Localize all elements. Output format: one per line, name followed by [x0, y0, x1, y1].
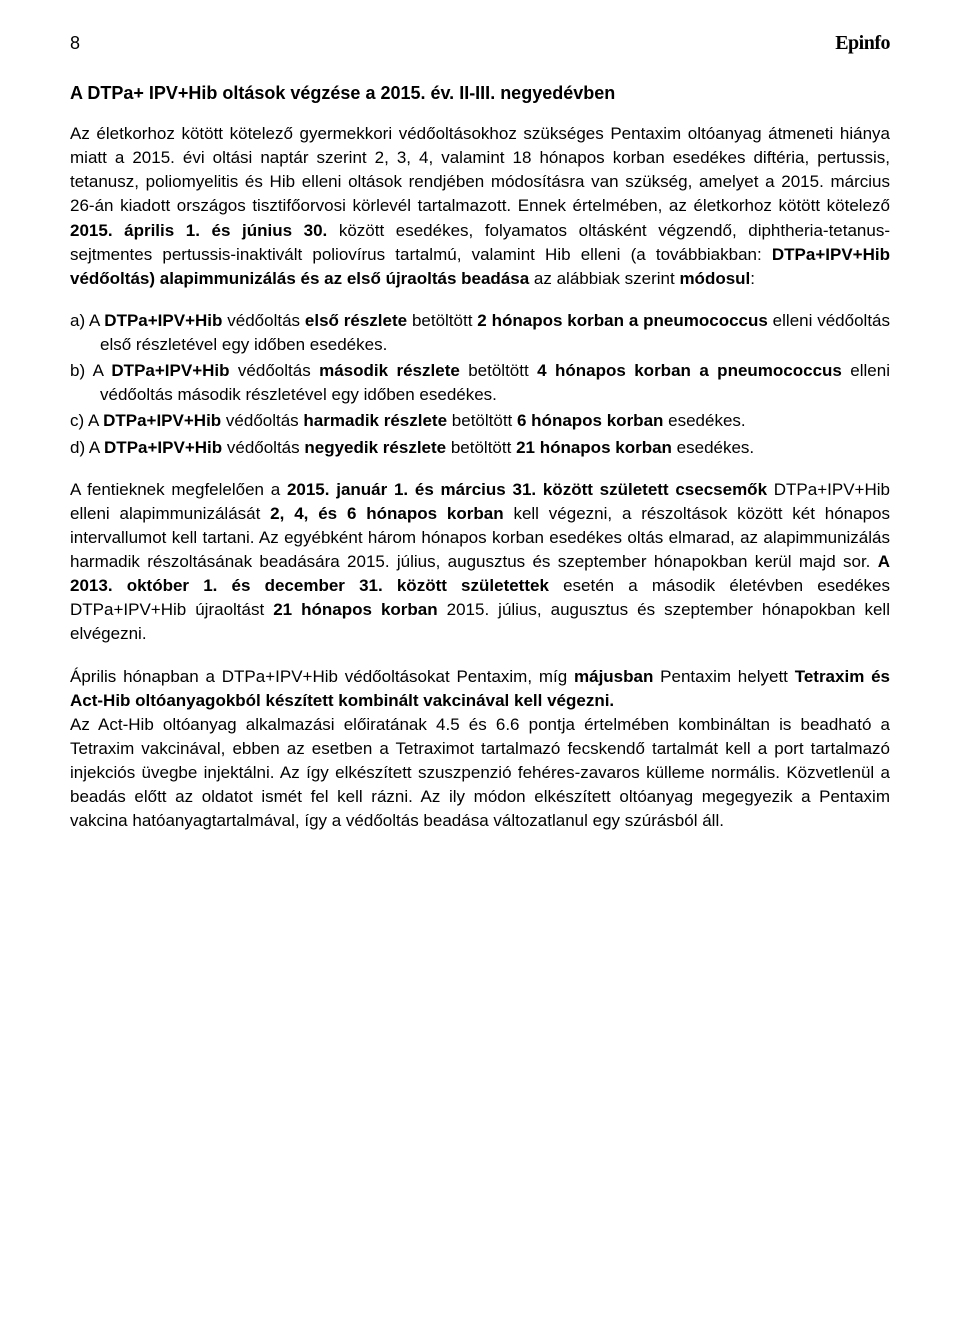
item-d-mid2: betöltött: [446, 438, 516, 457]
p2-pre: A fentieknek megfelelően a: [70, 480, 287, 499]
item-c-pre: c) A: [70, 411, 103, 430]
list-item-a: a) A DTPa+IPV+Hib védőoltás első részlet…: [70, 309, 890, 357]
p2-b2: 2, 4, és 6 hónapos korban: [270, 504, 503, 523]
item-a-mid2: betöltött: [407, 311, 477, 330]
paragraph-4: Az Act-Hib oltóanyag alkalmazási előirat…: [70, 713, 890, 834]
intro-bold-date: 2015. április 1. és június 30.: [70, 221, 327, 240]
item-c-b3: 6 hónapos korban: [517, 411, 668, 430]
item-b-b3: 4 hónapos korban a pneumococcus: [537, 361, 842, 380]
p2-b1: 2015. január 1. és március 31. között sz…: [287, 480, 767, 499]
item-d-end: esedékes.: [672, 438, 754, 457]
item-a-b1: DTPa+IPV+Hib: [104, 311, 222, 330]
item-a-b3: 2 hónapos korban a pneumococcus: [477, 311, 768, 330]
item-d-mid1: védőoltás: [222, 438, 304, 457]
brand-label: Epinfo: [835, 32, 890, 55]
intro-bold-3: módosul: [679, 269, 750, 288]
paragraph-2: A fentieknek megfelelően a 2015. január …: [70, 478, 890, 647]
item-d-b2: negyedik részlete: [304, 438, 446, 457]
item-b-pre: b) A: [70, 361, 111, 380]
intro-paragraph: Az életkorhoz kötött kötelező gyermekkor…: [70, 122, 890, 291]
option-list: a) A DTPa+IPV+Hib védőoltás első részlet…: [70, 309, 890, 460]
intro-text-after: az alábbiak szerint: [529, 269, 679, 288]
item-c-b1: DTPa+IPV+Hib: [103, 411, 221, 430]
p3-pre: Április hónapban a DTPa+IPV+Hib védőoltá…: [70, 667, 574, 686]
item-c-mid1: védőoltás: [221, 411, 303, 430]
intro-text-end: :: [750, 269, 755, 288]
list-item-b: b) A DTPa+IPV+Hib védőoltás második rész…: [70, 359, 890, 407]
item-d-b3: 21 hónapos korban: [516, 438, 672, 457]
p3-mid1: Pentaxim helyett: [653, 667, 794, 686]
list-item-d: d) A DTPa+IPV+Hib védőoltás negyedik rés…: [70, 436, 890, 460]
item-a-mid1: védőoltás: [222, 311, 304, 330]
page-number: 8: [70, 33, 80, 54]
item-c-mid2: betöltött: [447, 411, 517, 430]
item-b-mid1: védőoltás: [230, 361, 320, 380]
section-title: A DTPa+ IPV+Hib oltások végzése a 2015. …: [70, 83, 890, 104]
intro-text: Az életkorhoz kötött kötelező gyermekkor…: [70, 124, 890, 215]
item-b-mid2: betöltött: [460, 361, 537, 380]
item-b-b1: DTPa+IPV+Hib: [111, 361, 229, 380]
item-d-b1: DTPa+IPV+Hib: [104, 438, 222, 457]
item-c-b2: harmadik részlete: [303, 411, 447, 430]
p3-b1: májusban: [574, 667, 653, 686]
item-a-b2: első részlete: [305, 311, 407, 330]
p2-b4: 21 hónapos korban: [273, 600, 437, 619]
list-item-c: c) A DTPa+IPV+Hib védőoltás harmadik rés…: [70, 409, 890, 433]
paragraph-3: Április hónapban a DTPa+IPV+Hib védőoltá…: [70, 665, 890, 713]
item-b-b2: második részlete: [319, 361, 460, 380]
page-header: 8 Epinfo: [70, 32, 890, 55]
item-c-end: esedékes.: [668, 411, 746, 430]
item-a-pre: a) A: [70, 311, 104, 330]
item-d-pre: d) A: [70, 438, 104, 457]
